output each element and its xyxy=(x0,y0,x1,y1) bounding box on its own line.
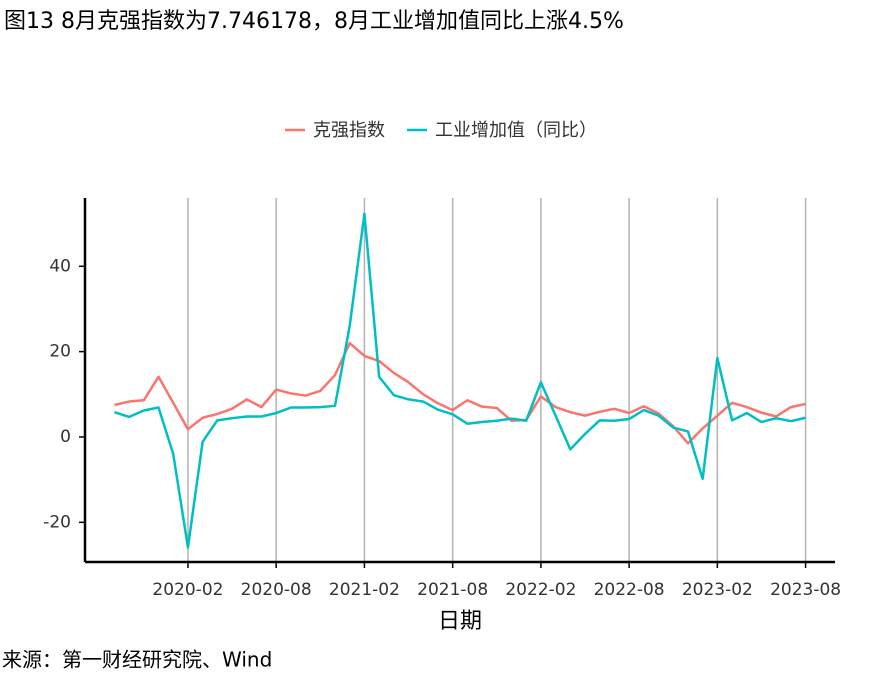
x-tick-label: 2023-08 xyxy=(770,580,841,600)
line xyxy=(114,341,806,445)
x-tick-label: 2021-08 xyxy=(417,580,488,600)
x-tick-label: 2022-02 xyxy=(505,580,576,600)
x-tick-label: 2020-02 xyxy=(152,580,223,600)
chart-title: 图13 8月克强指数为7.746178，8月工业增加值同比上涨4.5% xyxy=(4,9,624,34)
x-axis-label: 日期 xyxy=(438,609,482,634)
x-tick-label: 2023-02 xyxy=(682,580,753,600)
line xyxy=(114,212,806,549)
legend-label: 克强指数 xyxy=(313,120,385,141)
x-tick-label: 2020-08 xyxy=(241,580,312,600)
y-tick-label: 40 xyxy=(49,256,71,276)
y-tick-label: 20 xyxy=(49,342,71,362)
y-tick-label: 0 xyxy=(60,427,71,447)
source: 来源：第一财经研究院、Wind xyxy=(2,648,272,672)
legend-label: 工业增加值（同比） xyxy=(435,120,597,141)
x-tick-label: 2022-08 xyxy=(594,580,665,600)
y-tick-label: -20 xyxy=(43,512,71,532)
x-tick-label: 2021-02 xyxy=(329,580,400,600)
